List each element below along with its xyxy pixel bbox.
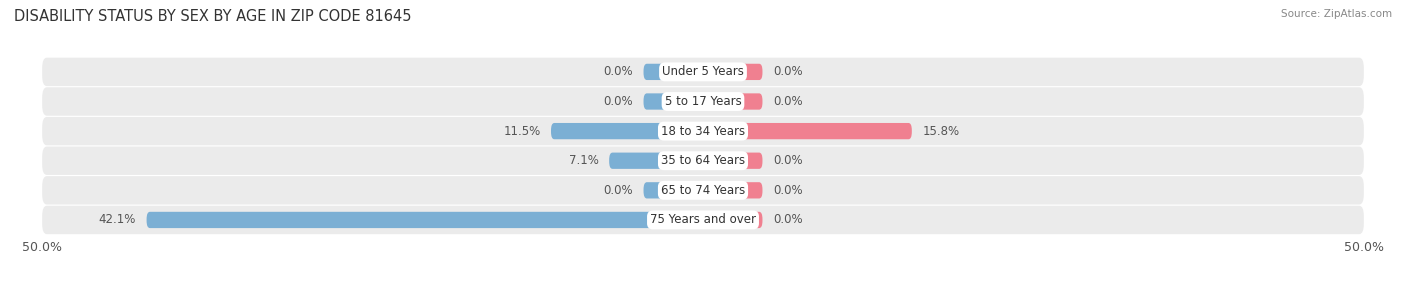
Text: 7.1%: 7.1% (568, 154, 599, 167)
FancyBboxPatch shape (42, 58, 1364, 86)
Text: 0.0%: 0.0% (773, 154, 803, 167)
FancyBboxPatch shape (42, 206, 1364, 234)
Text: DISABILITY STATUS BY SEX BY AGE IN ZIP CODE 81645: DISABILITY STATUS BY SEX BY AGE IN ZIP C… (14, 9, 412, 24)
Text: 65 to 74 Years: 65 to 74 Years (661, 184, 745, 197)
Text: Under 5 Years: Under 5 Years (662, 65, 744, 78)
Text: 0.0%: 0.0% (603, 184, 633, 197)
FancyBboxPatch shape (703, 123, 912, 139)
FancyBboxPatch shape (703, 153, 762, 169)
Text: 75 Years and over: 75 Years and over (650, 213, 756, 226)
Text: 0.0%: 0.0% (603, 95, 633, 108)
FancyBboxPatch shape (609, 153, 703, 169)
FancyBboxPatch shape (703, 93, 762, 110)
FancyBboxPatch shape (42, 176, 1364, 205)
FancyBboxPatch shape (551, 123, 703, 139)
Text: 18 to 34 Years: 18 to 34 Years (661, 125, 745, 138)
FancyBboxPatch shape (703, 212, 762, 228)
Legend: Male, Female: Male, Female (641, 303, 765, 304)
Text: 42.1%: 42.1% (98, 213, 136, 226)
Text: 35 to 64 Years: 35 to 64 Years (661, 154, 745, 167)
FancyBboxPatch shape (644, 93, 703, 110)
Text: 0.0%: 0.0% (773, 95, 803, 108)
Text: 11.5%: 11.5% (503, 125, 540, 138)
FancyBboxPatch shape (644, 64, 703, 80)
Text: 0.0%: 0.0% (773, 65, 803, 78)
FancyBboxPatch shape (703, 182, 762, 199)
Text: 0.0%: 0.0% (603, 65, 633, 78)
FancyBboxPatch shape (42, 87, 1364, 116)
Text: 0.0%: 0.0% (773, 213, 803, 226)
FancyBboxPatch shape (644, 182, 703, 199)
Text: Source: ZipAtlas.com: Source: ZipAtlas.com (1281, 9, 1392, 19)
FancyBboxPatch shape (42, 117, 1364, 145)
FancyBboxPatch shape (146, 212, 703, 228)
Text: 0.0%: 0.0% (773, 184, 803, 197)
FancyBboxPatch shape (42, 147, 1364, 175)
FancyBboxPatch shape (703, 64, 762, 80)
Text: 5 to 17 Years: 5 to 17 Years (665, 95, 741, 108)
Text: 15.8%: 15.8% (922, 125, 959, 138)
